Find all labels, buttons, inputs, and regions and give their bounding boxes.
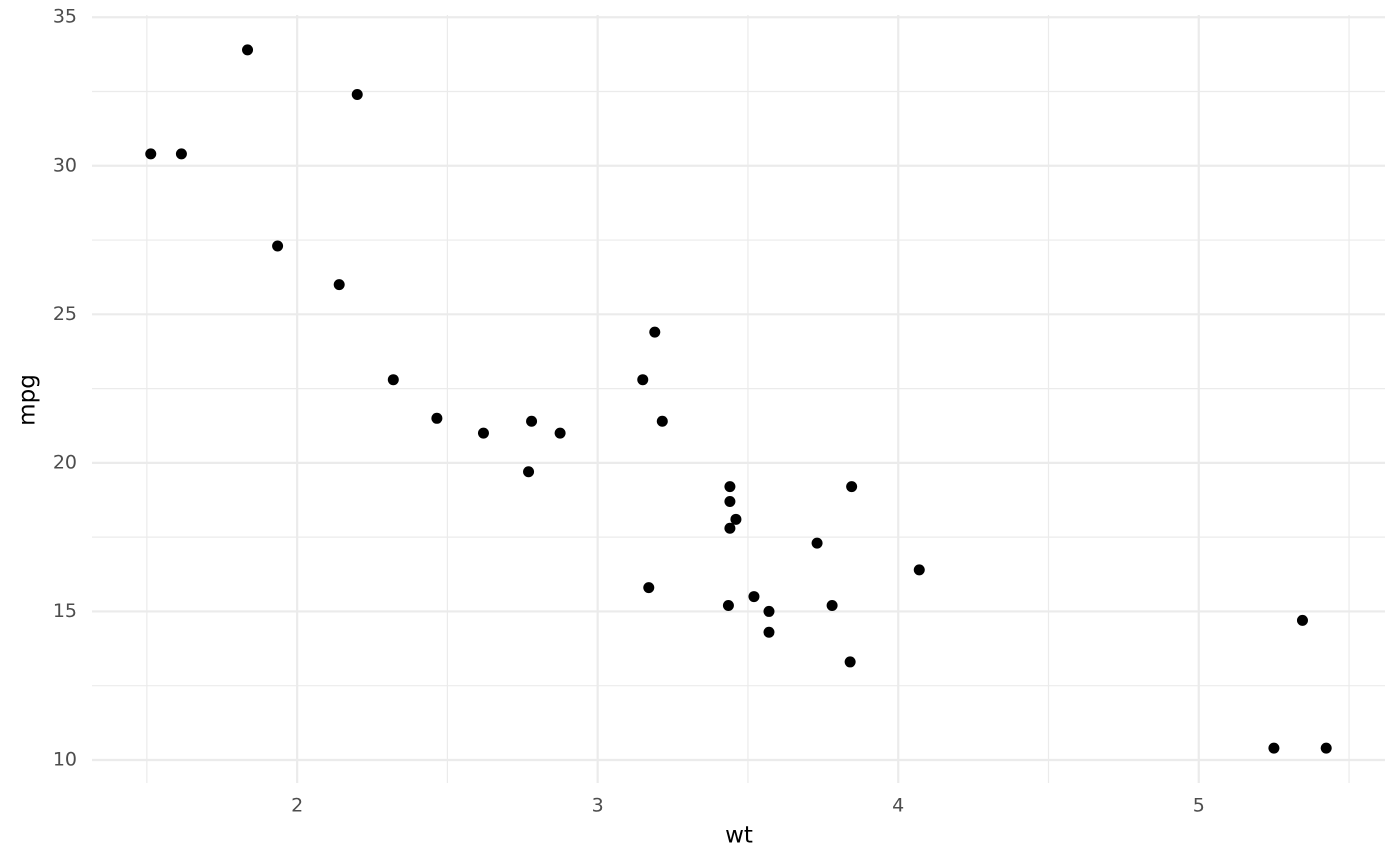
point: [526, 415, 538, 427]
point: [272, 240, 284, 252]
point: [724, 481, 736, 493]
y-tick-label: 20: [53, 451, 77, 473]
x-tick-label: 4: [892, 795, 904, 817]
x-tick-label: 5: [1193, 795, 1205, 817]
point: [643, 582, 655, 594]
point: [730, 513, 742, 525]
x-tick-label: 3: [592, 795, 604, 817]
point: [763, 605, 775, 617]
point: [649, 326, 661, 338]
point: [554, 427, 566, 439]
point: [1320, 742, 1332, 754]
point: [748, 591, 760, 603]
point: [763, 626, 775, 638]
point: [724, 495, 736, 507]
point: [387, 374, 399, 386]
point: [333, 279, 345, 291]
point: [637, 374, 649, 386]
point: [724, 522, 736, 534]
point: [175, 148, 187, 160]
y-tick-label: 15: [53, 600, 77, 622]
y-axis-title: mpg: [15, 374, 41, 426]
point: [722, 599, 734, 611]
point: [826, 599, 838, 611]
point: [656, 415, 668, 427]
point: [242, 44, 254, 56]
point: [811, 537, 823, 549]
point: [145, 148, 157, 160]
y-tick-label: 10: [53, 748, 77, 770]
x-tick-label: 2: [291, 795, 303, 817]
y-tick-label: 30: [53, 154, 77, 176]
point: [913, 564, 925, 576]
point: [1296, 614, 1308, 626]
point: [523, 466, 535, 478]
x-axis-title: wt: [725, 823, 753, 849]
point: [477, 427, 489, 439]
point: [1268, 742, 1280, 754]
y-tick-label: 35: [53, 6, 77, 28]
point: [844, 656, 856, 668]
y-tick-label: 25: [53, 303, 77, 325]
point: [431, 412, 443, 424]
point: [846, 481, 858, 493]
point: [351, 88, 363, 100]
